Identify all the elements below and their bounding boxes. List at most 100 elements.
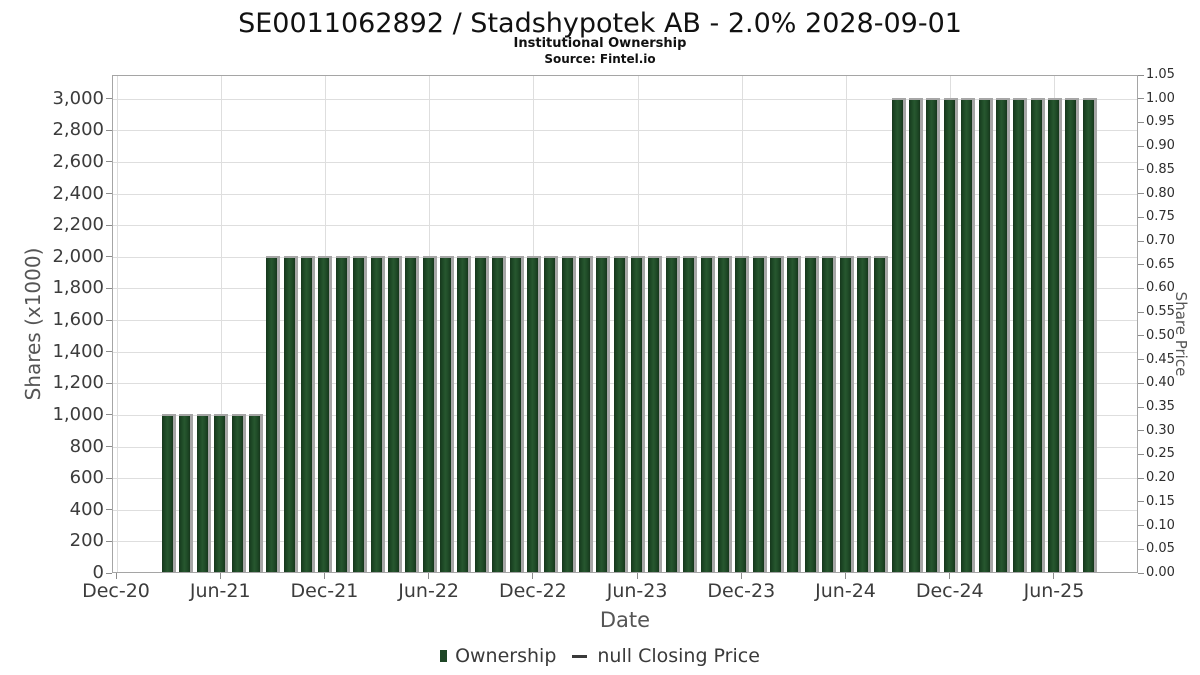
ownership-bar	[492, 255, 507, 572]
left-tick-label: 400	[69, 498, 104, 520]
ownership-bar	[1030, 97, 1045, 572]
left-tick-label: 2,600	[52, 150, 104, 172]
ownership-bar	[978, 97, 993, 572]
left-tick-mark	[106, 572, 112, 574]
x-tick-mark	[323, 573, 325, 579]
left-tick-mark	[106, 129, 112, 131]
ownership-bar	[596, 255, 611, 572]
right-tick-mark	[1138, 477, 1144, 479]
x-tick-mark	[1053, 573, 1055, 579]
legend-ownership-label: Ownership	[455, 645, 557, 667]
right-tick-label: 0.75	[1146, 209, 1175, 225]
x-tick-label: Jun-25	[1023, 580, 1085, 602]
x-tick-label: Dec-22	[498, 580, 567, 602]
x-tick-mark	[115, 573, 117, 579]
x-axis-title: Date	[599, 608, 651, 632]
right-tick-label: 0.40	[1146, 375, 1175, 391]
right-tick-label: 0.00	[1146, 565, 1175, 580]
left-tick-mark	[106, 98, 112, 100]
ownership-bar	[509, 255, 524, 572]
x-tick-label: Dec-23	[707, 580, 776, 602]
x-tick-mark	[845, 573, 847, 579]
plot-area	[112, 75, 1138, 573]
ownership-bar	[526, 255, 541, 572]
ownership-bar	[961, 97, 976, 572]
left-tick-label: 1,000	[52, 403, 104, 425]
right-tick-mark	[1138, 501, 1144, 503]
ownership-bar	[335, 255, 350, 572]
legend-price-label: null Closing Price	[597, 645, 760, 667]
right-tick-mark	[1138, 121, 1144, 123]
left-tick-mark	[106, 287, 112, 289]
left-tick-label: 2,200	[52, 214, 104, 236]
ownership-bar	[301, 255, 316, 572]
right-tick-label: 0.45	[1146, 351, 1175, 367]
ownership-bar	[926, 97, 941, 572]
right-tick-label: 0.05	[1146, 541, 1175, 557]
ownership-bar	[717, 255, 732, 572]
left-tick-mark	[106, 414, 112, 416]
right-tick-mark	[1138, 216, 1144, 218]
ownership-bar	[196, 413, 211, 572]
ownership-bar	[370, 255, 385, 572]
left-tick-mark	[106, 224, 112, 226]
right-tick-label: 0.20	[1146, 470, 1175, 486]
x-tick-mark	[219, 573, 221, 579]
ownership-bar	[648, 255, 663, 572]
right-tick-label: 0.35	[1146, 399, 1175, 414]
right-tick-label: 1.05	[1146, 67, 1175, 82]
left-tick-label: 600	[69, 467, 104, 489]
ownership-bar	[179, 413, 194, 572]
right-tick-mark	[1138, 240, 1144, 242]
x-tick-label: Jun-23	[606, 580, 668, 602]
x-tick-mark	[532, 573, 534, 579]
ownership-bar	[822, 255, 837, 572]
ownership-bar	[1082, 97, 1097, 572]
right-tick-label: 0.30	[1146, 422, 1175, 438]
left-tick-label: 200	[69, 530, 104, 552]
chart-source: Source: Fintel.io	[544, 52, 656, 66]
ownership-bar	[266, 255, 281, 572]
left-tick-mark	[106, 256, 112, 258]
ownership-bar	[665, 255, 680, 572]
left-tick-label: 2,400	[52, 182, 104, 204]
ownership-bar	[995, 97, 1010, 572]
ownership-bar	[804, 255, 819, 572]
ownership-bar	[909, 97, 924, 572]
x-tick-label: Dec-24	[915, 580, 984, 602]
right-tick-mark	[1138, 264, 1144, 266]
ownership-swatch-icon	[440, 650, 448, 662]
right-tick-mark	[1138, 382, 1144, 384]
ownership-bar	[318, 255, 333, 572]
right-tick-label: 0.95	[1146, 114, 1175, 130]
left-tick-label: 1,400	[52, 340, 104, 362]
grid-line-horizontal	[113, 130, 1137, 132]
left-tick-mark	[106, 193, 112, 195]
ownership-bar	[1013, 97, 1028, 572]
right-tick-mark	[1138, 406, 1144, 408]
ownership-bar	[891, 97, 906, 572]
ownership-bar	[474, 255, 489, 572]
x-tick-label: Dec-20	[82, 580, 150, 602]
y-axis-title-right: Share Price	[1172, 291, 1190, 377]
ownership-bar	[422, 255, 437, 572]
left-tick-mark	[106, 509, 112, 511]
right-tick-label: 0.90	[1146, 138, 1175, 154]
right-tick-mark	[1138, 193, 1144, 195]
left-tick-mark	[106, 351, 112, 353]
x-tick-mark	[740, 573, 742, 579]
right-tick-mark	[1138, 525, 1144, 527]
right-tick-label: 1.00	[1146, 90, 1175, 106]
left-tick-mark	[106, 446, 112, 448]
left-tick-mark	[106, 382, 112, 384]
right-tick-mark	[1138, 335, 1144, 337]
ownership-bar	[457, 255, 472, 572]
left-tick-label: 1,600	[52, 309, 104, 331]
right-tick-label: 0.60	[1146, 280, 1175, 296]
left-tick-mark	[106, 540, 112, 542]
ownership-bar	[839, 255, 854, 572]
ownership-bar	[353, 255, 368, 572]
right-tick-label: 0.80	[1146, 185, 1175, 201]
ownership-bar	[162, 413, 177, 572]
